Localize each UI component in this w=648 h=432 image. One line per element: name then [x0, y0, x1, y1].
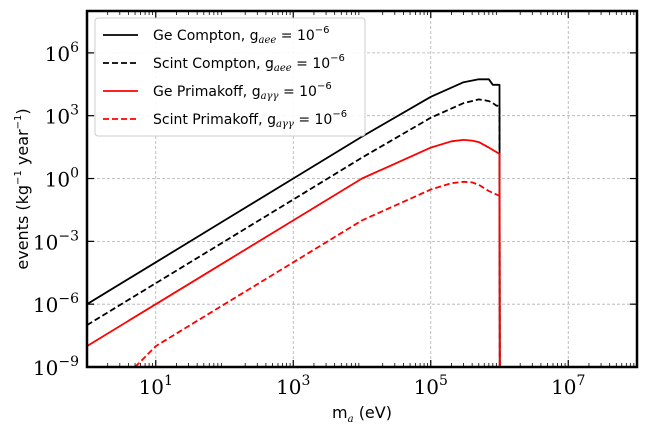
y-tick-label: 10−9	[33, 354, 79, 380]
series-layer	[86, 78, 501, 368]
legend-label-3: Ge Primakoff, gaγγ = 10−6	[153, 81, 332, 102]
series-line-1	[86, 78, 501, 368]
legend-box	[94, 17, 366, 137]
plot-frame	[85, 9, 639, 369]
y-tick-label: 106	[45, 40, 79, 66]
series-line-3	[86, 138, 501, 368]
series-line-2	[86, 98, 501, 368]
legend: Ge Compton, gaee = 10−6 Scint Compton, ga…	[94, 17, 366, 137]
x-tick-label: 101	[139, 373, 173, 399]
series-line-4	[134, 180, 501, 368]
legend-label-4: Scint Primakoff, gaγγ = 10−6	[153, 109, 347, 130]
legend-label-2: Scint Compton, gaee = 10−6	[153, 53, 345, 74]
y-tick-label: 100	[45, 166, 79, 192]
y-tick-label: 10−6	[33, 291, 79, 317]
y-tick-label: 10−3	[33, 228, 79, 254]
legend-label-1: Ge Compton, gaee = 10−6	[153, 25, 330, 46]
y-tick-label: 103	[45, 103, 79, 129]
x-axis-label: ma (eV)	[332, 403, 392, 425]
y-axis-label: events (kg−1 year−1)	[13, 108, 32, 269]
x-tick-label: 103	[276, 373, 310, 399]
x-tick-label: 107	[551, 373, 585, 399]
x-tick-label: 105	[414, 373, 448, 399]
